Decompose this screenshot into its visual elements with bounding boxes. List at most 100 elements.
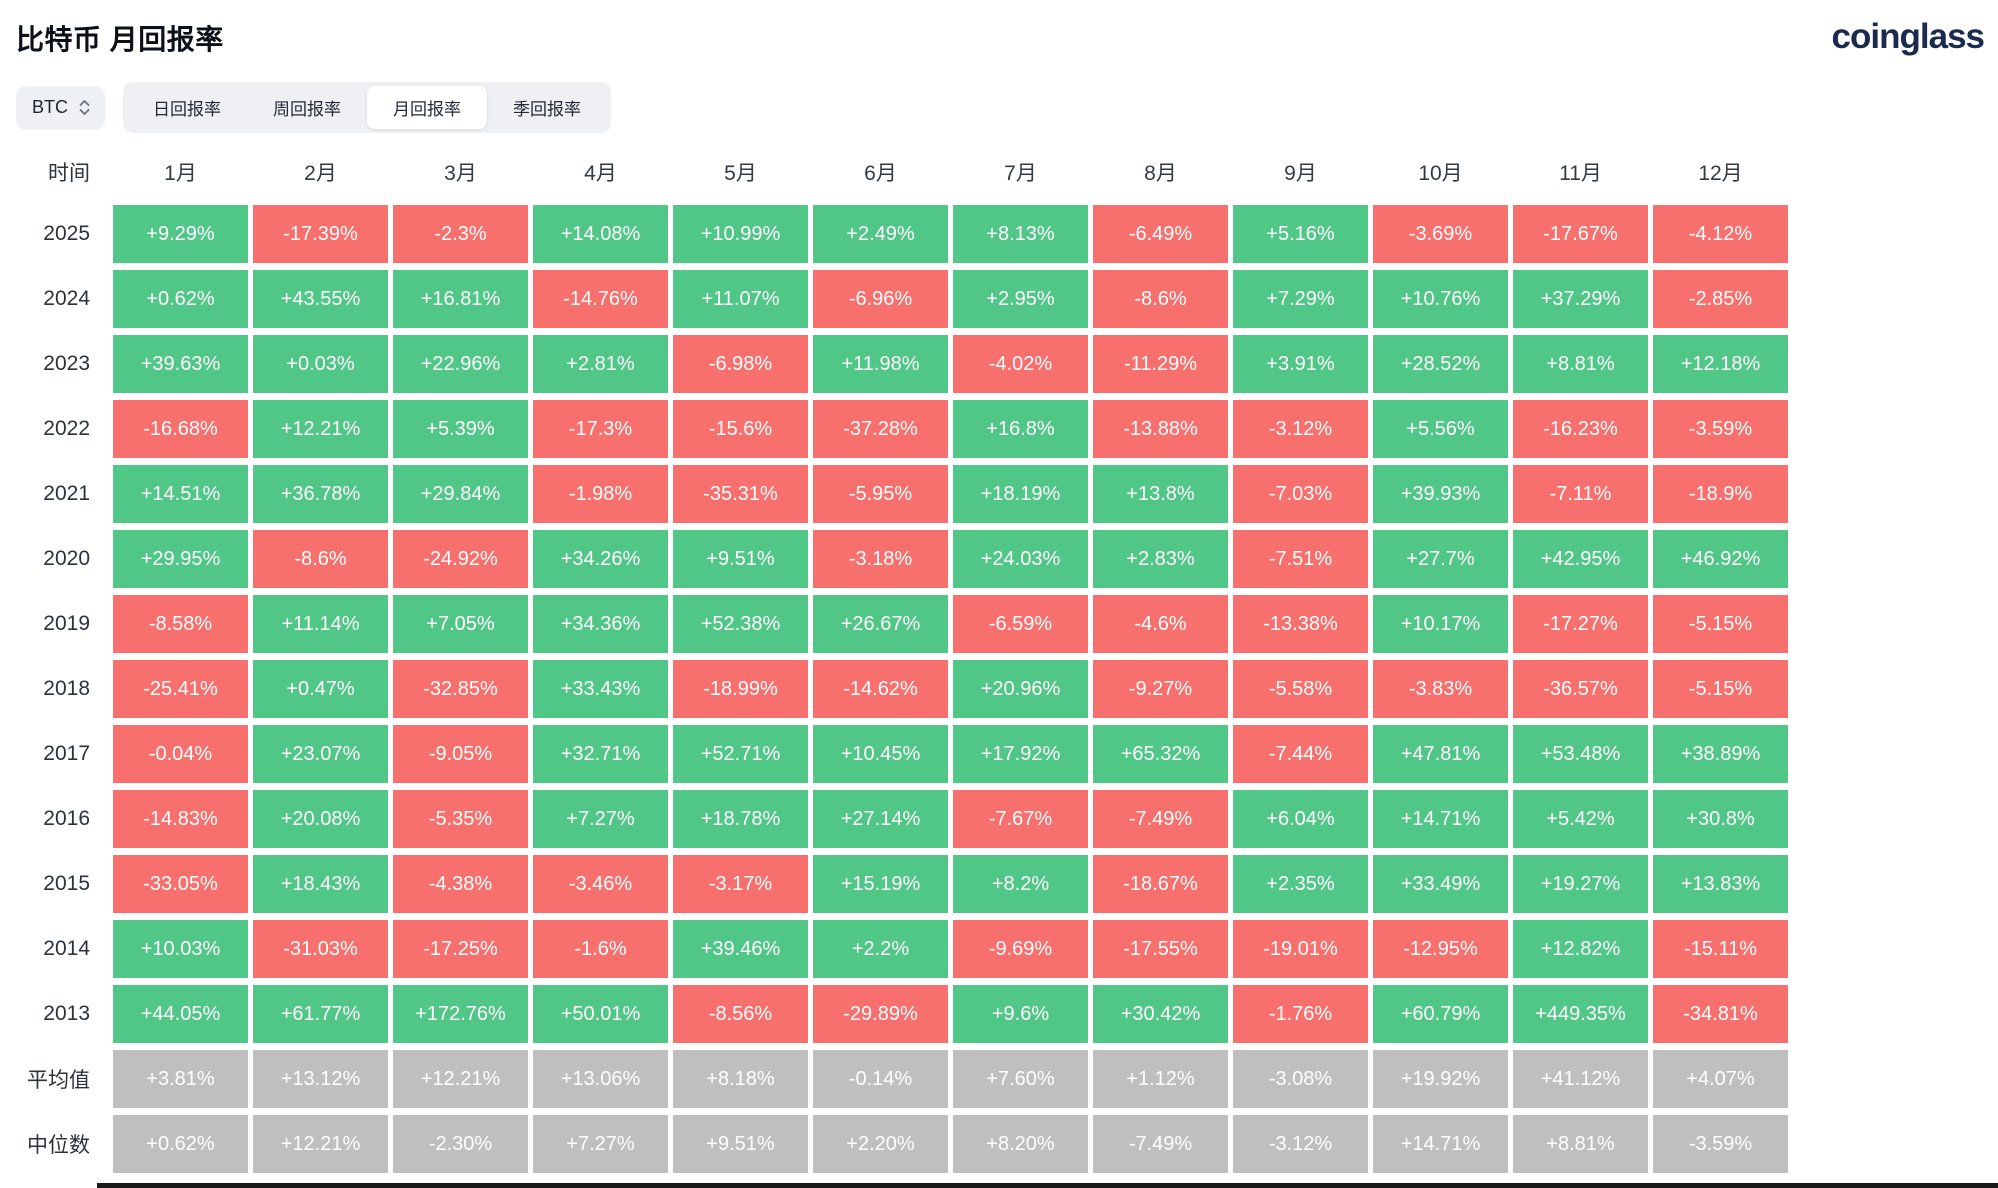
table-row-2024: 2024 +0.62% +43.55% +16.81% -14.76% +11.07% -6… — [16, 270, 1998, 328]
return-cell: -9.05% — [393, 725, 528, 783]
return-cell: +8.20% — [953, 1115, 1088, 1173]
return-cell: -34.81% — [1653, 985, 1788, 1043]
return-cell: -2.3% — [393, 205, 528, 263]
return-cell: +8.2% — [953, 855, 1088, 913]
return-cell: +8.81% — [1513, 1115, 1648, 1173]
return-cell: -1.6% — [533, 920, 668, 978]
month-header-2: 2月 — [304, 162, 337, 185]
return-cell: +10.76% — [1373, 270, 1508, 328]
return-cell: -17.67% — [1513, 205, 1648, 263]
return-cell: +9.51% — [673, 1115, 808, 1173]
return-cell: -8.58% — [113, 595, 248, 653]
return-cell: +14.51% — [113, 465, 248, 523]
month-header-4: 4月 — [584, 162, 617, 185]
return-cell: +18.19% — [953, 465, 1088, 523]
page-title: 比特币 月回报率 — [16, 24, 224, 55]
return-cell: -17.25% — [393, 920, 528, 978]
month-header-3: 3月 — [444, 162, 477, 185]
tab-quarterly-returns[interactable]: 季回报率 — [487, 86, 607, 129]
return-cell: +2.95% — [953, 270, 1088, 328]
month-header-5: 5月 — [724, 162, 757, 185]
month-header-10: 10月 — [1418, 162, 1463, 185]
return-cell: -16.68% — [113, 400, 248, 458]
return-cell: +38.89% — [1653, 725, 1788, 783]
table-row-2022: 2022 -16.68% +12.21% +5.39% -17.3% -15.6% -37.… — [16, 400, 1998, 458]
return-cell: +11.14% — [253, 595, 388, 653]
return-cell: +2.81% — [533, 335, 668, 393]
return-cell: +39.93% — [1373, 465, 1508, 523]
return-cell: +20.96% — [953, 660, 1088, 718]
return-cell: -7.11% — [1513, 465, 1648, 523]
return-cell: +41.12% — [1513, 1050, 1648, 1108]
return-cell: -7.49% — [1093, 790, 1228, 848]
return-cell: -8.6% — [253, 530, 388, 588]
row-label: 2019 — [43, 612, 90, 635]
month-header-9: 9月 — [1284, 162, 1317, 185]
time-column-header: 时间 — [48, 162, 90, 185]
table-row-2021: 2021 +14.51% +36.78% +29.84% -1.98% -35.31% -5… — [16, 465, 1998, 523]
return-cell: -14.83% — [113, 790, 248, 848]
return-cell: +9.29% — [113, 205, 248, 263]
return-cell: +11.98% — [813, 335, 948, 393]
return-cell: +7.60% — [953, 1050, 1088, 1108]
return-cell: -1.98% — [533, 465, 668, 523]
return-cell: +61.77% — [253, 985, 388, 1043]
return-cell: +50.01% — [533, 985, 668, 1043]
row-label: 平均值 — [27, 1069, 90, 1092]
return-cell: -3.59% — [1653, 1115, 1788, 1173]
return-cell: +7.27% — [533, 790, 668, 848]
return-cell: +6.04% — [1233, 790, 1368, 848]
return-cell: +34.36% — [533, 595, 668, 653]
return-cell: +0.62% — [113, 1115, 248, 1173]
return-cell: +12.21% — [253, 400, 388, 458]
return-cell: +34.26% — [533, 530, 668, 588]
tab-weekly-returns[interactable]: 周回报率 — [247, 86, 367, 129]
return-cell: +43.55% — [253, 270, 388, 328]
return-cell: -6.96% — [813, 270, 948, 328]
return-cell: -3.08% — [1233, 1050, 1368, 1108]
table-row-2015: 2015 -33.05% +18.43% -4.38% -3.46% -3.17% +15.… — [16, 855, 1998, 913]
table-row-2013: 2013 +44.05% +61.77% +172.76% +50.01% -8.56% -… — [16, 985, 1998, 1043]
return-cell: +33.43% — [533, 660, 668, 718]
return-cell: +2.2% — [813, 920, 948, 978]
return-cell: +3.81% — [113, 1050, 248, 1108]
return-cell: +27.14% — [813, 790, 948, 848]
row-label: 2014 — [43, 937, 90, 960]
row-label: 2016 — [43, 807, 90, 830]
return-cell: +5.42% — [1513, 790, 1648, 848]
return-cell: +32.71% — [533, 725, 668, 783]
return-cell: -5.15% — [1653, 660, 1788, 718]
return-cell: -14.76% — [533, 270, 668, 328]
return-cell: -9.69% — [953, 920, 1088, 978]
return-cell: +12.18% — [1653, 335, 1788, 393]
tab-monthly-returns[interactable]: 月回报率 — [367, 86, 487, 129]
return-cell: -6.49% — [1093, 205, 1228, 263]
row-label: 2023 — [43, 352, 90, 375]
return-cell: +12.21% — [253, 1115, 388, 1173]
return-cell: +23.07% — [253, 725, 388, 783]
return-cell: +30.8% — [1653, 790, 1788, 848]
return-cell: +0.47% — [253, 660, 388, 718]
return-cell: -2.85% — [1653, 270, 1788, 328]
return-cell: -31.03% — [253, 920, 388, 978]
return-cell: -3.59% — [1653, 400, 1788, 458]
return-cell: -3.12% — [1233, 1115, 1368, 1173]
return-cell: +7.29% — [1233, 270, 1368, 328]
return-cell: -0.04% — [113, 725, 248, 783]
return-cell: -4.38% — [393, 855, 528, 913]
month-header-11: 11月 — [1559, 162, 1602, 185]
return-cell: +53.48% — [1513, 725, 1648, 783]
row-label: 2021 — [43, 482, 90, 505]
return-cell: +15.19% — [813, 855, 948, 913]
coin-selector[interactable]: BTC — [16, 85, 105, 130]
return-cell: -19.01% — [1233, 920, 1368, 978]
tab-daily-returns[interactable]: 日回报率 — [127, 86, 247, 129]
return-cell: +26.67% — [813, 595, 948, 653]
return-cell: +16.81% — [393, 270, 528, 328]
return-cell: +12.21% — [393, 1050, 528, 1108]
return-cell: +0.62% — [113, 270, 248, 328]
return-cell: +27.7% — [1373, 530, 1508, 588]
table-row-2016: 2016 -14.83% +20.08% -5.35% +7.27% +18.78% +27… — [16, 790, 1998, 848]
return-cell: -32.85% — [393, 660, 528, 718]
